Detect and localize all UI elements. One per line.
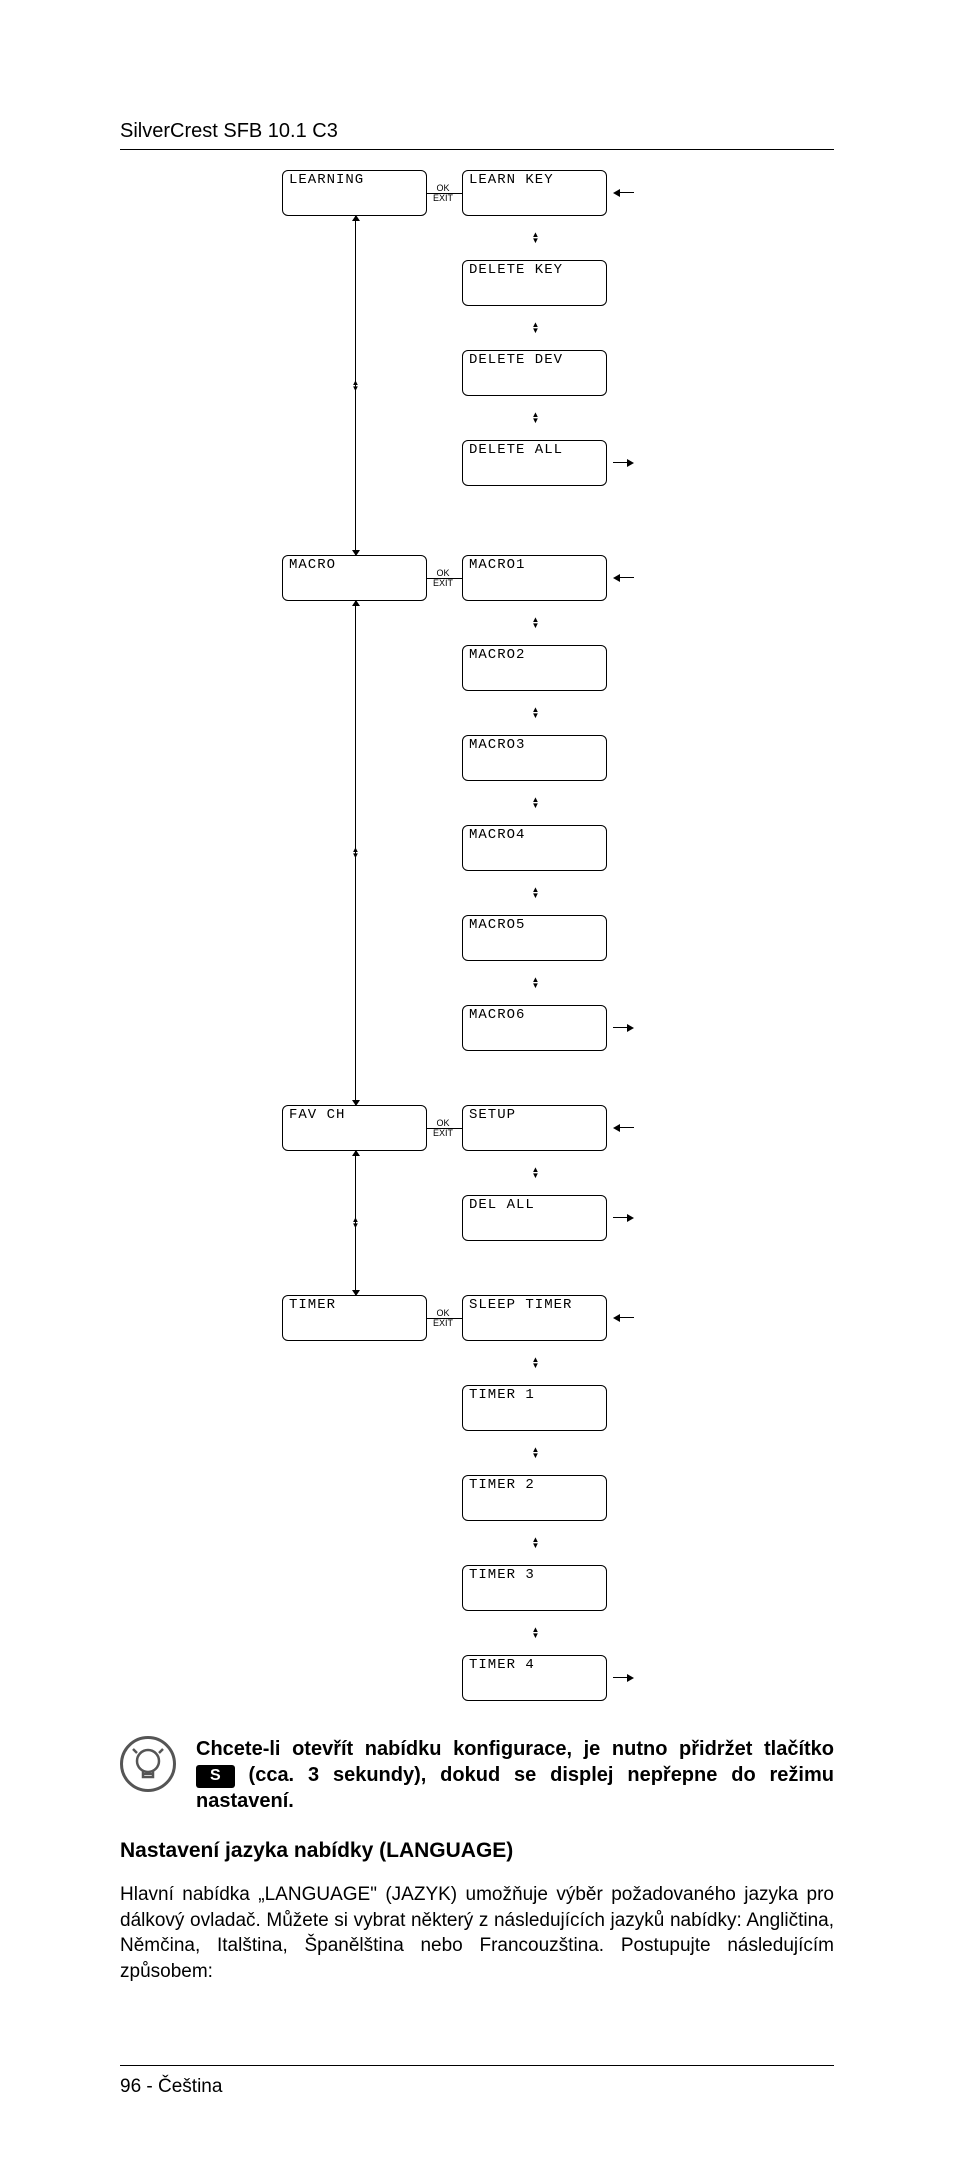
- flow-box-right: MACRO6: [462, 1005, 607, 1051]
- flow-arrow-in: [613, 1314, 620, 1322]
- flow-box-right: DELETE KEY: [462, 260, 607, 306]
- flow-box-right: MACRO5: [462, 915, 607, 961]
- flow-arrow-in: [613, 189, 620, 197]
- flow-box-left: LEARNING: [282, 170, 427, 216]
- menu-flowchart: LEARNINGOKEXITMACROOKEXITFAV CHOKEXITTIM…: [127, 170, 827, 1711]
- flow-box-right: DEL ALL: [462, 1195, 607, 1241]
- flow-arrow-in: [613, 1124, 620, 1132]
- ok-exit-label: OKEXIT: [431, 1308, 455, 1328]
- updown-icon: [526, 977, 546, 989]
- flow-arrow-out: [627, 1214, 634, 1222]
- ok-exit-label: OKEXIT: [431, 183, 455, 203]
- page-header: SilverCrest SFB 10.1 C3: [120, 120, 834, 150]
- tip-before: Chcete-li otevřít nabídku konfigurace, j…: [196, 1738, 834, 1760]
- flow-box-right: DELETE DEV: [462, 350, 607, 396]
- flow-box-left: MACRO: [282, 555, 427, 601]
- flow-box-right: MACRO1: [462, 555, 607, 601]
- body-paragraph: Hlavní nabídka „LANGUAGE" (JAZYK) umožňu…: [120, 1882, 834, 1985]
- flow-box-right: SLEEP TIMER: [462, 1295, 607, 1341]
- tip-after: (cca. 3 sekundy), dokud se displej nepře…: [196, 1764, 834, 1812]
- flow-box-right: TIMER 3: [462, 1565, 607, 1611]
- ok-exit-label: OKEXIT: [431, 1118, 455, 1138]
- flow-arrow-out: [627, 1024, 634, 1032]
- flow-arrow-out: [627, 1674, 634, 1682]
- flow-box-right: TIMER 2: [462, 1475, 607, 1521]
- updown-icon: [346, 847, 366, 859]
- page-footer: 96 - Čeština: [120, 2065, 834, 2098]
- updown-icon: [526, 1357, 546, 1369]
- updown-icon: [526, 617, 546, 629]
- flow-box-left: FAV CH: [282, 1105, 427, 1151]
- updown-icon: [526, 1537, 546, 1549]
- updown-icon: [526, 1447, 546, 1459]
- updown-icon: [346, 1217, 366, 1229]
- updown-icon: [526, 887, 546, 899]
- updown-icon: [526, 1627, 546, 1639]
- updown-icon: [346, 380, 366, 392]
- flow-box-right: LEARN KEY: [462, 170, 607, 216]
- flow-box-right: MACRO3: [462, 735, 607, 781]
- updown-icon: [526, 707, 546, 719]
- flow-box-right: TIMER 4: [462, 1655, 607, 1701]
- flow-box-right: DELETE ALL: [462, 440, 607, 486]
- updown-icon: [526, 322, 546, 334]
- lightbulb-icon: [120, 1736, 176, 1792]
- flow-box-left: TIMER: [282, 1295, 427, 1341]
- tip-text: Chcete-li otevřít nabídku konfigurace, j…: [196, 1736, 834, 1814]
- updown-icon: [526, 797, 546, 809]
- section-heading: Nastavení jazyka nabídky (LANGUAGE): [120, 1839, 834, 1863]
- flow-arrow-in: [613, 574, 620, 582]
- flow-box-right: SETUP: [462, 1105, 607, 1151]
- s-key-badge: S: [196, 1765, 235, 1788]
- flow-box-right: MACRO4: [462, 825, 607, 871]
- updown-icon: [526, 232, 546, 244]
- flow-box-right: TIMER 1: [462, 1385, 607, 1431]
- ok-exit-label: OKEXIT: [431, 568, 455, 588]
- updown-icon: [526, 1167, 546, 1179]
- tip-callout: Chcete-li otevřít nabídku konfigurace, j…: [120, 1736, 834, 1814]
- updown-icon: [526, 412, 546, 424]
- flow-arrow-out: [627, 459, 634, 467]
- flow-box-right: MACRO2: [462, 645, 607, 691]
